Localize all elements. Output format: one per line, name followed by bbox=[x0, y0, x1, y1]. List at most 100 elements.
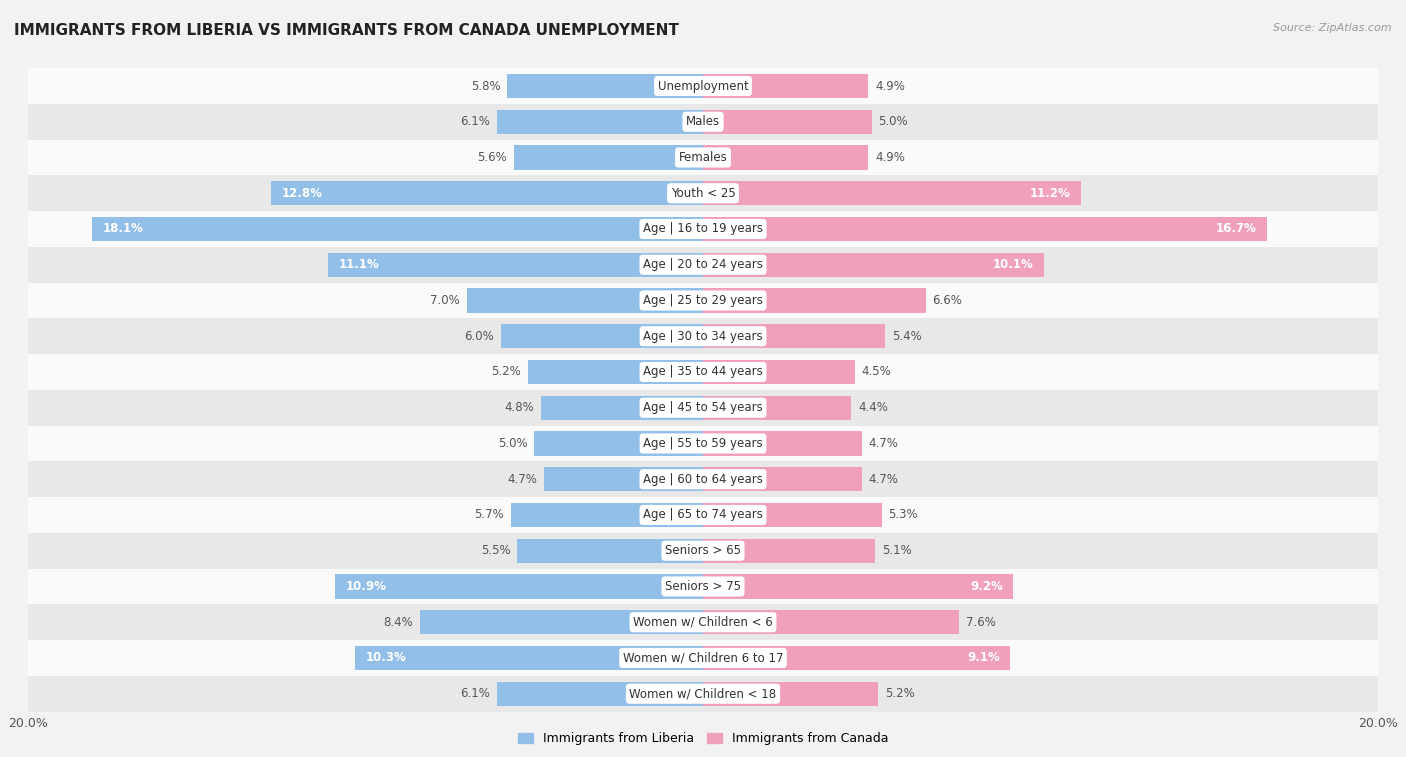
Text: Age | 55 to 59 years: Age | 55 to 59 years bbox=[643, 437, 763, 450]
Bar bbox=[703, 431, 862, 456]
Text: 5.4%: 5.4% bbox=[891, 330, 922, 343]
Bar bbox=[28, 176, 1378, 211]
Bar bbox=[703, 396, 852, 420]
Text: Youth < 25: Youth < 25 bbox=[671, 187, 735, 200]
Text: 8.4%: 8.4% bbox=[382, 615, 413, 629]
Text: 6.0%: 6.0% bbox=[464, 330, 494, 343]
Text: Females: Females bbox=[679, 151, 727, 164]
Text: 5.2%: 5.2% bbox=[491, 366, 520, 378]
Bar bbox=[703, 681, 879, 706]
Bar bbox=[28, 390, 1378, 425]
Bar bbox=[271, 181, 703, 205]
Text: IMMIGRANTS FROM LIBERIA VS IMMIGRANTS FROM CANADA UNEMPLOYMENT: IMMIGRANTS FROM LIBERIA VS IMMIGRANTS FR… bbox=[14, 23, 679, 38]
Bar bbox=[28, 104, 1378, 139]
Text: 10.1%: 10.1% bbox=[993, 258, 1033, 271]
Bar bbox=[534, 431, 703, 456]
Bar bbox=[703, 145, 869, 170]
Text: Age | 30 to 34 years: Age | 30 to 34 years bbox=[643, 330, 763, 343]
Bar bbox=[467, 288, 703, 313]
Text: 4.5%: 4.5% bbox=[862, 366, 891, 378]
Text: 5.0%: 5.0% bbox=[498, 437, 527, 450]
Bar bbox=[28, 461, 1378, 497]
Text: 18.1%: 18.1% bbox=[103, 223, 143, 235]
Text: 4.7%: 4.7% bbox=[508, 472, 537, 486]
Text: 5.8%: 5.8% bbox=[471, 79, 501, 92]
Text: Age | 20 to 24 years: Age | 20 to 24 years bbox=[643, 258, 763, 271]
Text: 7.6%: 7.6% bbox=[966, 615, 995, 629]
Bar bbox=[28, 354, 1378, 390]
Text: Age | 16 to 19 years: Age | 16 to 19 years bbox=[643, 223, 763, 235]
Text: 4.8%: 4.8% bbox=[505, 401, 534, 414]
Text: 9.2%: 9.2% bbox=[970, 580, 1004, 593]
Bar bbox=[703, 324, 886, 348]
Bar bbox=[703, 110, 872, 134]
Text: 6.6%: 6.6% bbox=[932, 294, 962, 307]
Bar bbox=[510, 503, 703, 527]
Text: 10.3%: 10.3% bbox=[366, 652, 406, 665]
Text: 7.0%: 7.0% bbox=[430, 294, 460, 307]
Bar bbox=[498, 110, 703, 134]
Bar bbox=[544, 467, 703, 491]
Bar bbox=[508, 74, 703, 98]
Text: Age | 35 to 44 years: Age | 35 to 44 years bbox=[643, 366, 763, 378]
Text: 5.6%: 5.6% bbox=[478, 151, 508, 164]
Text: 12.8%: 12.8% bbox=[281, 187, 322, 200]
Bar bbox=[703, 575, 1014, 599]
Text: 4.9%: 4.9% bbox=[875, 79, 905, 92]
Legend: Immigrants from Liberia, Immigrants from Canada: Immigrants from Liberia, Immigrants from… bbox=[513, 727, 893, 750]
Bar bbox=[515, 145, 703, 170]
Bar bbox=[501, 324, 703, 348]
Text: Males: Males bbox=[686, 115, 720, 128]
Text: 4.7%: 4.7% bbox=[869, 437, 898, 450]
Bar bbox=[703, 217, 1267, 241]
Text: Seniors > 75: Seniors > 75 bbox=[665, 580, 741, 593]
Bar bbox=[335, 575, 703, 599]
Bar bbox=[703, 253, 1043, 277]
Text: 6.1%: 6.1% bbox=[461, 687, 491, 700]
Text: Seniors > 65: Seniors > 65 bbox=[665, 544, 741, 557]
Text: Unemployment: Unemployment bbox=[658, 79, 748, 92]
Bar bbox=[703, 538, 875, 563]
Text: 9.1%: 9.1% bbox=[967, 652, 1000, 665]
Bar bbox=[28, 425, 1378, 461]
Text: 4.7%: 4.7% bbox=[869, 472, 898, 486]
Text: 4.4%: 4.4% bbox=[858, 401, 889, 414]
Bar bbox=[93, 217, 703, 241]
Bar bbox=[419, 610, 703, 634]
Text: Age | 65 to 74 years: Age | 65 to 74 years bbox=[643, 509, 763, 522]
Bar bbox=[28, 676, 1378, 712]
Bar bbox=[28, 497, 1378, 533]
Bar bbox=[703, 360, 855, 384]
Bar bbox=[703, 610, 959, 634]
Text: Source: ZipAtlas.com: Source: ZipAtlas.com bbox=[1274, 23, 1392, 33]
Bar bbox=[28, 640, 1378, 676]
Bar bbox=[541, 396, 703, 420]
Bar bbox=[703, 467, 862, 491]
Text: 5.1%: 5.1% bbox=[882, 544, 911, 557]
Text: 5.3%: 5.3% bbox=[889, 509, 918, 522]
Bar bbox=[28, 211, 1378, 247]
Bar bbox=[28, 68, 1378, 104]
Bar bbox=[28, 319, 1378, 354]
Bar bbox=[28, 282, 1378, 319]
Bar bbox=[703, 503, 882, 527]
Bar bbox=[703, 74, 869, 98]
Text: Women w/ Children < 6: Women w/ Children < 6 bbox=[633, 615, 773, 629]
Text: 5.2%: 5.2% bbox=[886, 687, 915, 700]
Text: 5.7%: 5.7% bbox=[474, 509, 503, 522]
Bar bbox=[356, 646, 703, 670]
Bar bbox=[28, 569, 1378, 604]
Bar bbox=[28, 139, 1378, 176]
Text: Age | 25 to 29 years: Age | 25 to 29 years bbox=[643, 294, 763, 307]
Bar bbox=[517, 538, 703, 563]
Bar bbox=[28, 533, 1378, 569]
Bar bbox=[329, 253, 703, 277]
Bar bbox=[498, 681, 703, 706]
Bar bbox=[527, 360, 703, 384]
Bar bbox=[703, 181, 1081, 205]
Text: 5.5%: 5.5% bbox=[481, 544, 510, 557]
Text: 11.1%: 11.1% bbox=[339, 258, 380, 271]
Text: Women w/ Children 6 to 17: Women w/ Children 6 to 17 bbox=[623, 652, 783, 665]
Text: 16.7%: 16.7% bbox=[1216, 223, 1257, 235]
Text: Women w/ Children < 18: Women w/ Children < 18 bbox=[630, 687, 776, 700]
